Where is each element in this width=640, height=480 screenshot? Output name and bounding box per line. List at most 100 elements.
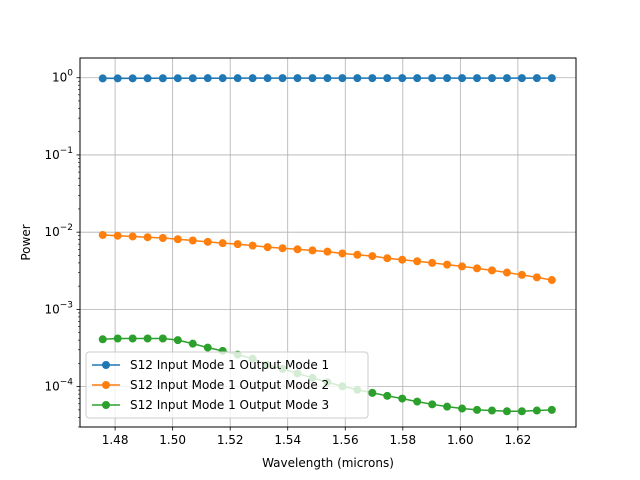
data-point	[173, 336, 182, 345]
legend-label: S12 Input Mode 1 Output Mode 2	[130, 378, 329, 392]
data-point	[473, 74, 482, 83]
data-point	[368, 252, 377, 261]
data-point	[502, 268, 511, 277]
legend-marker	[102, 381, 110, 389]
data-point	[143, 233, 152, 242]
data-point	[428, 74, 437, 83]
data-point	[368, 74, 377, 83]
data-point	[398, 74, 407, 83]
data-point	[278, 74, 287, 83]
data-point	[203, 237, 212, 246]
legend-entry: S12 Input Mode 1 Output Mode 2	[92, 378, 329, 392]
data-point	[517, 407, 526, 416]
data-point	[473, 264, 482, 273]
data-point	[308, 74, 317, 83]
data-point	[517, 270, 526, 279]
data-point	[458, 262, 467, 271]
data-point	[473, 405, 482, 414]
data-point	[532, 74, 541, 83]
data-point	[203, 343, 212, 352]
data-point	[248, 241, 257, 250]
data-point	[263, 243, 272, 252]
data-point	[263, 74, 272, 83]
data-point	[443, 402, 452, 411]
data-point	[323, 247, 332, 256]
data-point	[98, 74, 107, 83]
data-point	[428, 258, 437, 267]
x-tick-label: 1.54	[274, 433, 301, 447]
data-point	[517, 74, 526, 83]
data-point	[502, 74, 511, 83]
data-point	[323, 74, 332, 83]
legend-label: S12 Input Mode 1 Output Mode 3	[130, 398, 329, 412]
data-point	[98, 230, 107, 239]
data-point	[218, 239, 227, 248]
legend-box	[85, 351, 369, 419]
data-point	[113, 334, 122, 343]
data-point	[128, 334, 137, 343]
data-point	[383, 254, 392, 263]
x-tick-label: 1.62	[505, 433, 532, 447]
data-point	[188, 74, 197, 83]
legend-label: S12 Input Mode 1 Output Mode 1	[130, 358, 329, 372]
x-axis-title: Wavelength (microns)	[262, 456, 394, 470]
data-point	[203, 74, 212, 83]
data-point	[308, 246, 317, 255]
data-point	[143, 74, 152, 83]
data-point	[233, 240, 242, 249]
x-tick-label: 1.52	[217, 433, 244, 447]
data-point	[443, 74, 452, 83]
series-1	[98, 74, 556, 83]
data-point	[487, 406, 496, 415]
data-point	[143, 334, 152, 343]
x-tick-label: 1.60	[447, 433, 474, 447]
data-point	[278, 244, 287, 253]
x-tick-label: 1.58	[389, 433, 416, 447]
data-point	[487, 266, 496, 275]
data-point	[128, 232, 137, 241]
data-point	[98, 335, 107, 344]
data-point	[398, 394, 407, 403]
data-point	[532, 273, 541, 282]
data-point	[338, 249, 347, 258]
data-point	[233, 74, 242, 83]
data-point	[113, 74, 122, 83]
y-tick-label: 10−2	[44, 223, 73, 239]
data-point	[218, 74, 227, 83]
data-point	[368, 388, 377, 397]
data-point	[487, 74, 496, 83]
x-tick-label: 1.48	[102, 433, 129, 447]
y-axis-title: Power	[19, 224, 33, 260]
data-point	[248, 74, 257, 83]
series-2	[98, 230, 556, 285]
data-point	[293, 245, 302, 254]
y-tick-label: 100	[52, 69, 73, 85]
data-point	[338, 74, 347, 83]
x-tick-label: 1.50	[159, 433, 186, 447]
data-point	[413, 397, 422, 406]
data-point	[458, 74, 467, 83]
data-point	[458, 404, 467, 413]
data-point	[113, 231, 122, 240]
data-point	[383, 391, 392, 400]
data-point	[532, 406, 541, 415]
x-tick-label: 1.56	[332, 433, 359, 447]
data-point	[547, 74, 556, 83]
legend: S12 Input Mode 1 Output Mode 1 S12 Input …	[85, 351, 369, 419]
data-point	[502, 407, 511, 416]
data-point	[128, 74, 137, 83]
data-point	[428, 400, 437, 409]
legend-entry: S12 Input Mode 1 Output Mode 1	[92, 358, 329, 372]
data-point	[547, 405, 556, 414]
y-tick-label: 10−1	[44, 146, 73, 162]
legend-entry: S12 Input Mode 1 Output Mode 3	[92, 398, 329, 412]
data-point	[353, 74, 362, 83]
data-point	[383, 74, 392, 83]
data-point	[188, 236, 197, 245]
data-point	[413, 257, 422, 266]
y-tick-label: 10−4	[44, 378, 73, 394]
data-point	[188, 339, 197, 348]
y-tick-label: 10−3	[44, 300, 73, 316]
